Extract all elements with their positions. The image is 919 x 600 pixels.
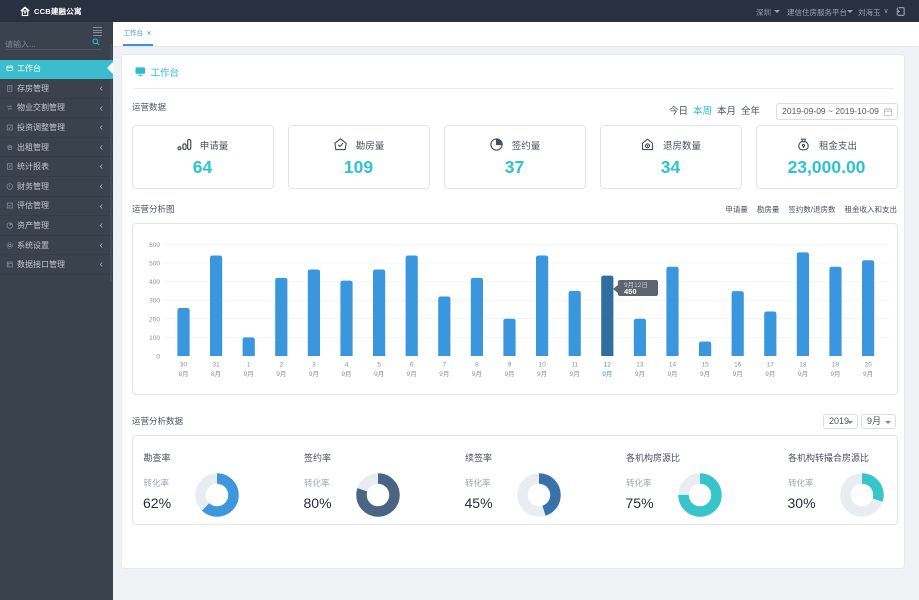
svg-text:2: 2 [279,362,283,369]
svg-text:9月: 9月 [439,370,449,378]
svg-text:9月: 9月 [504,370,514,378]
svg-text:5: 5 [377,362,381,369]
svg-text:9: 9 [507,362,511,369]
svg-text:12: 12 [603,362,611,369]
svg-text:30: 30 [179,362,187,369]
svg-text:17: 17 [766,362,774,369]
svg-text:9月: 9月 [471,370,481,378]
svg-text:9月: 9月 [276,370,286,378]
svg-text:3: 3 [312,362,316,369]
svg-text:8月: 8月 [178,370,188,378]
svg-text:9月: 9月 [732,370,742,378]
svg-text:9月: 9月 [569,370,579,378]
svg-text:9月: 9月 [700,370,710,378]
svg-text:9月: 9月 [602,370,612,378]
svg-text:4: 4 [344,362,348,369]
svg-text:18: 18 [799,362,807,369]
svg-text:9月: 9月 [537,370,547,378]
svg-text:450: 450 [624,287,637,296]
svg-text:9月: 9月 [797,370,807,378]
svg-text:9月: 9月 [830,370,840,378]
svg-text:9月: 9月 [667,370,677,378]
svg-text:9月: 9月 [243,370,253,378]
svg-text:500: 500 [149,261,160,268]
svg-text:7: 7 [442,362,446,369]
svg-text:9月: 9月 [863,370,873,378]
svg-text:8月: 8月 [211,370,221,378]
svg-text:15: 15 [701,362,709,369]
svg-text:300: 300 [149,298,160,305]
svg-text:20: 20 [864,362,872,369]
svg-text:9月12日: 9月12日 [624,281,648,289]
svg-text:31: 31 [212,362,220,369]
svg-text:600: 600 [149,242,160,249]
svg-text:1: 1 [246,362,250,369]
svg-text:14: 14 [668,362,676,369]
svg-text:8: 8 [475,362,479,369]
svg-text:9月: 9月 [374,370,384,378]
svg-text:9月: 9月 [765,370,775,378]
svg-text:16: 16 [734,362,742,369]
svg-text:9月: 9月 [308,370,318,378]
svg-text:6: 6 [409,362,413,369]
svg-text:9月: 9月 [406,370,416,378]
svg-text:9月: 9月 [341,370,351,378]
svg-text:13: 13 [636,362,644,369]
svg-text:19: 19 [831,362,839,369]
svg-text:9月: 9月 [634,370,644,378]
svg-text:400: 400 [149,279,160,286]
svg-text:200: 200 [149,316,160,323]
svg-text:10: 10 [538,362,546,369]
svg-text:0: 0 [156,354,160,361]
svg-text:100: 100 [149,335,160,342]
svg-text:11: 11 [571,362,578,369]
